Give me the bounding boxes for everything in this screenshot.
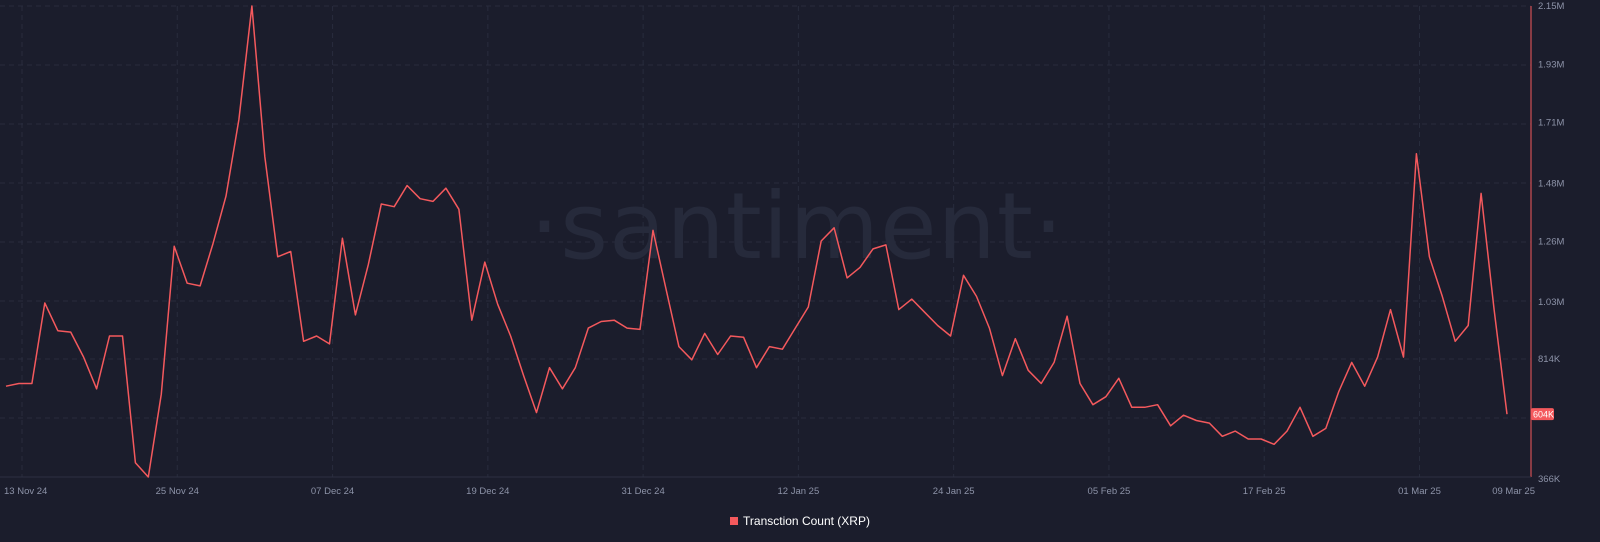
x-tick-label: 09 Mar 25 [1492, 486, 1535, 497]
x-tick-label: 07 Dec 24 [311, 486, 354, 497]
last-value-label: 604K [1533, 410, 1554, 420]
grid [0, 5, 1531, 477]
y-tick-label: 1.71M [1538, 118, 1564, 129]
legend-label: Transction Count (XRP) [743, 514, 870, 528]
y-tick-label: 1.03M [1538, 297, 1564, 308]
legend-swatch [730, 517, 739, 525]
y-tick-label: 1.26M [1538, 236, 1564, 247]
y-tick-label: 1.48M [1538, 178, 1564, 189]
x-tick-label: 17 Feb 25 [1243, 486, 1286, 497]
x-tick-label: 13 Nov 24 [4, 486, 47, 497]
y-axis-ticks: 2.15M 1.93M 1.71M 1.48M 1.26M 1.03M 814K 366K [1538, 1, 1564, 485]
x-tick-label: 24 Jan 25 [933, 486, 975, 497]
last-value-badge [1531, 408, 1554, 421]
y-tick-label: 366K [1538, 474, 1561, 485]
y-tick-label: 1.93M [1538, 60, 1564, 71]
watermark-text: ·santiment· [530, 173, 1064, 280]
x-tick-label: 31 Dec 24 [621, 486, 664, 497]
x-tick-label: 01 Mar 25 [1398, 486, 1441, 497]
series-group [5, 5, 1508, 478]
x-tick-label: 25 Nov 24 [156, 486, 199, 497]
x-tick-label: 19 Dec 24 [466, 486, 509, 497]
legend[interactable]: Transction Count (XRP) [0, 514, 1600, 528]
y-tick-label: 2.15M [1538, 1, 1564, 12]
series-line-transaction-count [5, 5, 1508, 478]
x-axis-ticks: 13 Nov 24 25 Nov 24 07 Dec 24 19 Dec 24 31 D… [4, 486, 1535, 497]
x-tick-label: 05 Feb 25 [1088, 486, 1131, 497]
x-tick-label: 12 Jan 25 [778, 486, 820, 497]
last-value-marker: 604K [1531, 408, 1554, 421]
y-tick-label: 814K [1538, 354, 1561, 365]
